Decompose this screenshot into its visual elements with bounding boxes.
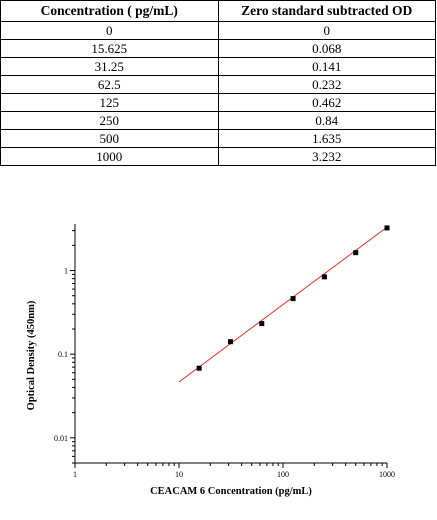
data-point <box>290 296 296 302</box>
x-tick-label: 100 <box>277 470 289 479</box>
table-row: 15.625 0.068 <box>0 39 436 58</box>
fit-line <box>178 226 388 383</box>
table-row: 1000 3.232 <box>0 147 436 166</box>
y-axis-title: Optical Density (450nm) <box>26 300 37 410</box>
x-tick-label: 1000 <box>379 470 395 479</box>
concentration-cell: 62.5 <box>0 75 219 94</box>
od-cell: 0.462 <box>217 93 436 112</box>
od-cell: 1.635 <box>217 129 436 148</box>
y-tick-label: 0.01 <box>54 434 68 443</box>
x-axis-title: CEACAM 6 Concentration (pg/mL) <box>150 486 312 497</box>
table-row: 250 0.84 <box>0 111 436 130</box>
column-header-concentration: Concentration ( pg/mL) <box>0 0 219 22</box>
table-row: 125 0.462 <box>0 93 436 112</box>
table-row: 0 0 <box>0 21 436 40</box>
concentration-cell: 1000 <box>0 147 219 166</box>
table-row: 62.5 0.232 <box>0 75 436 94</box>
standard-curve-table: Concentration ( pg/mL) Zero standard sub… <box>0 0 436 166</box>
concentration-cell: 31.25 <box>0 57 219 76</box>
concentration-cell: 125 <box>0 93 219 112</box>
od-cell: 0.84 <box>217 111 436 130</box>
table-row: 31.25 0.141 <box>0 57 436 76</box>
data-point <box>353 250 359 256</box>
y-tick-label: 1 <box>64 267 68 276</box>
table-row: 500 1.635 <box>0 129 436 148</box>
x-tick-label: 10 <box>175 470 183 479</box>
data-point <box>321 274 327 280</box>
od-cell: 3.232 <box>217 147 436 166</box>
column-header-od: Zero standard subtracted OD <box>217 0 436 22</box>
table-header-row: Concentration ( pg/mL) Zero standard sub… <box>0 0 436 22</box>
chart-points <box>196 225 390 371</box>
data-point <box>227 339 233 345</box>
concentration-cell: 250 <box>0 111 219 130</box>
standard-curve-chart: 1 10 100 1000 0.01 0.1 1 CEACAM 6 Concentratio… <box>26 224 395 497</box>
od-cell: 0.141 <box>217 57 436 76</box>
data-point <box>196 365 202 371</box>
chart-ticks: 1 10 100 1000 0.01 0.1 1 <box>54 230 395 479</box>
x-tick-label: 1 <box>73 470 77 479</box>
concentration-cell: 500 <box>0 129 219 148</box>
concentration-cell: 0 <box>0 21 219 40</box>
chart-axes <box>74 224 387 464</box>
concentration-cell: 15.625 <box>0 39 219 58</box>
y-tick-label: 0.1 <box>58 350 68 359</box>
od-cell: 0.068 <box>217 39 436 58</box>
data-point <box>384 225 390 231</box>
od-cell: 0 <box>217 21 436 40</box>
od-cell: 0.232 <box>217 75 436 94</box>
data-point <box>259 321 265 327</box>
chart-fit <box>178 226 388 383</box>
